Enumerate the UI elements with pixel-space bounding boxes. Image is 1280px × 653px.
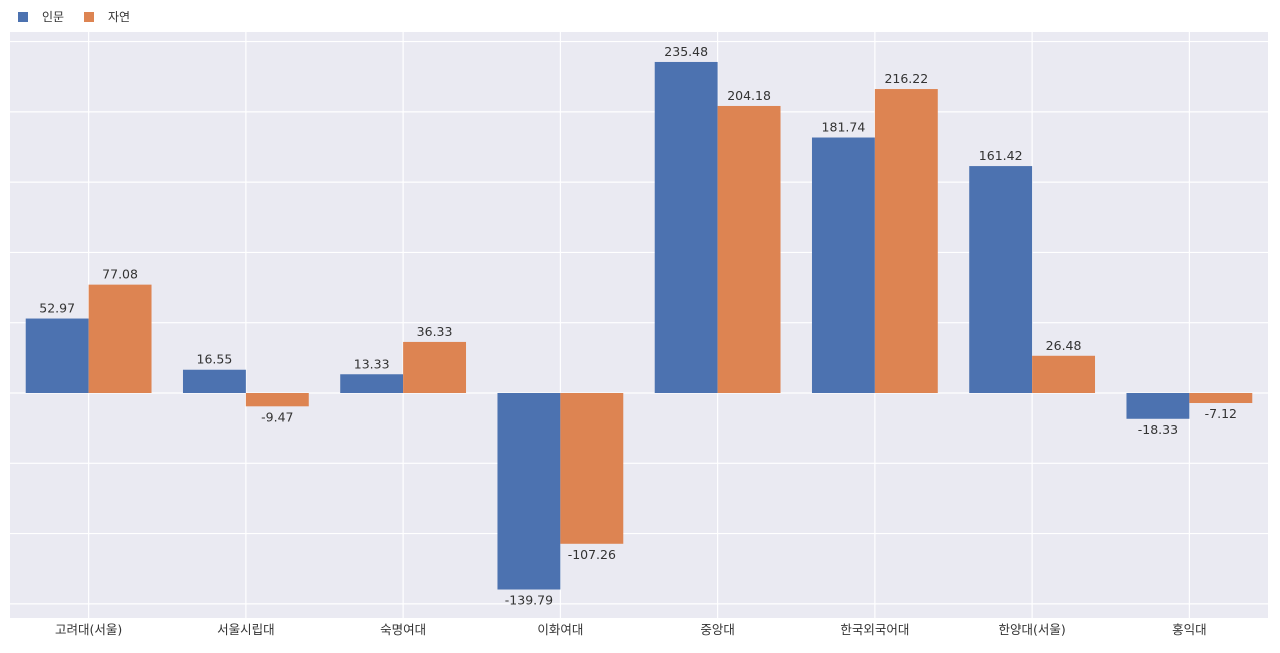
legend-swatch <box>18 12 28 22</box>
data-label: 13.33 <box>354 356 390 371</box>
x-tick-label: 서울시립대 <box>217 622 275 637</box>
x-axis-ticks: 고려대(서울) 서울시립대 숙명여대 이화여대 중앙대 한국외국어대 한양대(서울) 홍익대 <box>55 622 1207 637</box>
bar-series1 <box>811 137 875 393</box>
data-labels: 52.97 16.55 13.33 -139.79 235.48 181.74 161.42… <box>39 44 1237 608</box>
bar-series2 <box>245 393 309 407</box>
data-label: 16.55 <box>197 352 233 367</box>
bars <box>25 61 1253 590</box>
bar-series1 <box>497 393 561 590</box>
data-label: 52.97 <box>39 301 75 316</box>
legend-label: 인문 <box>42 10 64 24</box>
bar-series2 <box>560 393 624 544</box>
data-label: 216.22 <box>884 71 928 86</box>
bar-series2 <box>88 284 152 393</box>
data-label: 36.33 <box>417 324 453 339</box>
data-label: -107.26 <box>568 547 616 562</box>
data-label: 204.18 <box>727 88 771 103</box>
legend-swatch <box>84 12 94 22</box>
data-label: 235.48 <box>664 44 708 59</box>
x-tick-label: 중앙대 <box>700 622 735 637</box>
x-tick-label: 홍익대 <box>1172 622 1207 637</box>
plot-background <box>10 32 1268 618</box>
bar-series1 <box>25 318 89 393</box>
bar-series1 <box>1126 393 1190 419</box>
x-tick-label: 고려대(서울) <box>55 622 122 637</box>
data-label: -139.79 <box>505 593 553 608</box>
data-label: 161.42 <box>979 148 1023 163</box>
x-tick-label: 숙명여대 <box>380 622 426 637</box>
x-tick-label: 한양대(서울) <box>998 622 1065 637</box>
bar-series1 <box>969 166 1033 393</box>
x-tick-label: 한국외국어대 <box>840 622 909 637</box>
data-label: -18.33 <box>1138 422 1178 437</box>
legend: 인문 자연 <box>18 10 130 24</box>
data-label: 77.08 <box>102 267 138 282</box>
data-label: 181.74 <box>822 120 866 135</box>
bar-series1 <box>340 374 404 393</box>
data-label: 26.48 <box>1046 338 1082 353</box>
bar-series2 <box>1189 393 1253 404</box>
bar-series2 <box>1032 355 1096 393</box>
bar-series2 <box>403 341 467 393</box>
bar-series2 <box>874 89 938 393</box>
data-label: -9.47 <box>261 409 293 424</box>
bar-series1 <box>654 61 718 393</box>
data-label: -7.12 <box>1205 406 1237 421</box>
bar-series1 <box>182 369 246 393</box>
x-tick-label: 이화여대 <box>537 622 583 637</box>
bar-series2 <box>717 105 781 394</box>
legend-label: 자연 <box>108 10 130 24</box>
